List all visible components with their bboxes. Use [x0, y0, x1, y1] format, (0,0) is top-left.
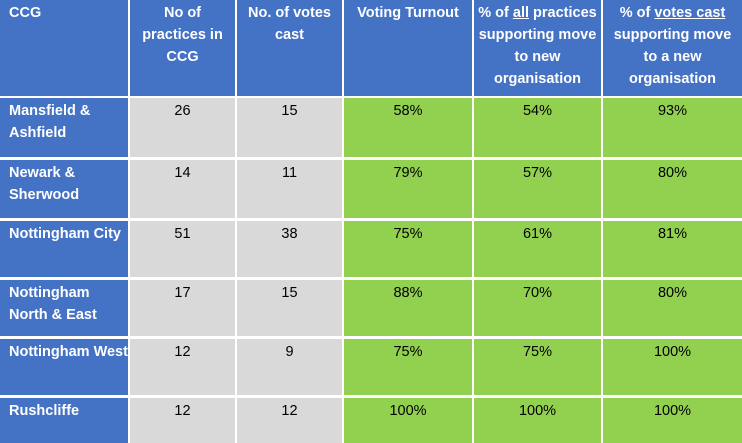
cell-votes-cast: 15 — [237, 280, 342, 336]
cell-pct-votes-cast: 93% — [603, 98, 742, 157]
cell-turnout: 88% — [344, 280, 472, 336]
cell-votes-cast: 9 — [237, 339, 342, 395]
cell-pct-votes-cast: 81% — [603, 221, 742, 277]
header-votes-cast: No. of votes cast — [237, 0, 342, 96]
header-pct-votes-pre: % of — [619, 5, 655, 21]
cell-pct-all-practices: 61% — [474, 221, 601, 277]
cell-ccg: Mansfield & Ashfield — [0, 98, 128, 157]
cell-turnout: 75% — [344, 339, 472, 395]
cell-pct-votes-cast: 80% — [603, 280, 742, 336]
cell-pct-all-practices: 100% — [474, 398, 601, 443]
header-pct-votes-post: supporting move to a new organisation — [613, 27, 732, 87]
header-voting-turnout: Voting Turnout — [344, 0, 472, 96]
cell-ccg: Nottingham West — [0, 339, 128, 395]
cell-pct-all-practices: 70% — [474, 280, 601, 336]
header-pct-all-pre: % of — [478, 5, 513, 21]
cell-votes-cast: 12 — [237, 398, 342, 443]
cell-practices: 14 — [130, 160, 235, 218]
cell-pct-all-practices: 75% — [474, 339, 601, 395]
cell-practices: 26 — [130, 98, 235, 157]
cell-practices: 12 — [130, 339, 235, 395]
cell-practices: 12 — [130, 398, 235, 443]
cell-turnout: 79% — [344, 160, 472, 218]
cell-votes-cast: 38 — [237, 221, 342, 277]
cell-turnout: 100% — [344, 398, 472, 443]
cell-practices: 51 — [130, 221, 235, 277]
header-pct-all-post: practices supporting move to new organis… — [478, 5, 597, 87]
header-pct-votes-underlined: votes cast — [654, 5, 726, 21]
header-pct-all-practices: % of all practices supporting move to ne… — [474, 0, 601, 96]
cell-turnout: 58% — [344, 98, 472, 157]
cell-pct-all-practices: 54% — [474, 98, 601, 157]
cell-pct-votes-cast: 100% — [603, 339, 742, 395]
header-practices: No of practices in CCG — [130, 0, 235, 96]
cell-ccg: Nottingham City — [0, 221, 128, 277]
header-pct-votes-cast: % of votes cast supporting move to a new… — [603, 0, 742, 96]
cell-ccg: Newark & Sherwood — [0, 160, 128, 218]
cell-pct-votes-cast: 100% — [603, 398, 742, 443]
cell-turnout: 75% — [344, 221, 472, 277]
cell-ccg: Rushcliffe — [0, 398, 128, 443]
cell-practices: 17 — [130, 280, 235, 336]
cell-pct-all-practices: 57% — [474, 160, 601, 218]
cell-ccg: Nottingham North & East — [0, 280, 128, 336]
cell-votes-cast: 15 — [237, 98, 342, 157]
cell-votes-cast: 11 — [237, 160, 342, 218]
header-ccg: CCG — [0, 0, 128, 96]
cell-pct-votes-cast: 80% — [603, 160, 742, 218]
header-pct-all-underlined: all — [512, 5, 530, 21]
